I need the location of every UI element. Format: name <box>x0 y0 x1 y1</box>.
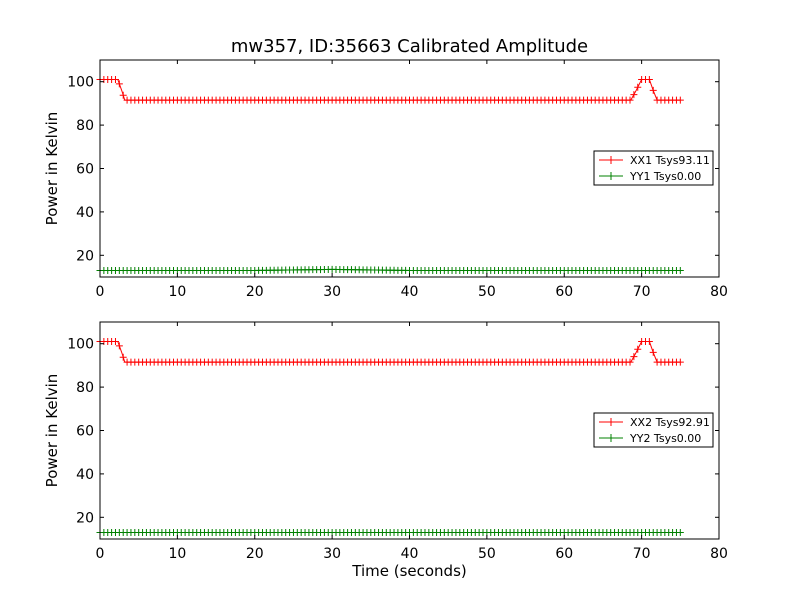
legend: XX1 Tsys93.11 YY1 Tsys0.00 <box>593 150 714 186</box>
chart-title: mw357, ID:35663 Calibrated Amplitude <box>231 36 588 57</box>
x-tick-label: 20 <box>246 284 264 300</box>
data-point-1-1 <box>676 96 684 104</box>
chart-panel-2: 0 10 20 30 40 50 60 70 80 20 40 60 80 100 Power in Kel… <box>43 321 728 580</box>
y-tick-label: 80 <box>76 380 94 396</box>
legend-marker <box>607 156 615 164</box>
x-tick-label: 0 <box>96 546 105 562</box>
x-axis-label: Time (seconds) <box>351 562 467 580</box>
x-tick-label: 70 <box>633 546 651 562</box>
legend-marker <box>607 434 615 442</box>
series-2-1 <box>96 338 684 366</box>
x-tick-label: 60 <box>555 284 573 300</box>
y-tick-label: 40 <box>76 467 94 483</box>
data-point-2-1 <box>645 338 653 346</box>
data-point-2-1 <box>119 353 127 361</box>
series-line-1-1 <box>100 79 681 101</box>
data-point-2-1 <box>115 342 123 350</box>
data-point-2-1 <box>111 338 119 346</box>
data-point-1-1 <box>645 76 653 84</box>
data-point-2-1 <box>626 358 634 366</box>
y-tick-label: 40 <box>76 205 94 221</box>
x-tick-label: 10 <box>168 284 186 300</box>
legend-label: YY1 Tsys0.00 <box>629 170 701 183</box>
data-point-1-1 <box>634 83 642 91</box>
x-tick-label: 40 <box>401 546 419 562</box>
legend-label: YY2 Tsys0.00 <box>629 432 701 445</box>
data-point-2-1 <box>649 348 657 356</box>
chart-panel-1: mw357, ID:35663 Calibrated Amplitude 0 10 2… <box>43 36 728 300</box>
data-point-2-2 <box>676 528 684 536</box>
legend: XX2 Tsys92.91 YY2 Tsys0.00 <box>593 412 714 448</box>
x-tick-label: 20 <box>246 546 264 562</box>
data-point-1-1 <box>119 91 127 99</box>
y-tick-label: 20 <box>76 510 94 526</box>
x-tick-label: 80 <box>710 284 728 300</box>
legend-marker <box>607 172 615 180</box>
x-tick-label: 40 <box>401 284 419 300</box>
x-tick-label: 30 <box>323 284 341 300</box>
series-2-2 <box>96 528 684 536</box>
data-point-2-1 <box>676 358 684 366</box>
y-tick-label: 60 <box>76 424 94 440</box>
x-tick-label: 50 <box>478 546 496 562</box>
legend-box <box>593 150 714 186</box>
y-axis-label: Power in Kelvin <box>43 112 61 226</box>
series-line-2-1 <box>100 341 681 363</box>
series-1-2 <box>96 265 684 274</box>
data-point-1-2 <box>676 266 684 274</box>
data-point-1-1 <box>626 96 634 104</box>
legend-label: XX2 Tsys92.91 <box>630 416 710 429</box>
series-1-1 <box>96 76 684 104</box>
x-tick-label: 50 <box>478 284 496 300</box>
data-point-1-1 <box>630 91 638 99</box>
data-point-2-1 <box>634 345 642 353</box>
x-tick-label: 30 <box>323 546 341 562</box>
x-tick-label: 10 <box>168 546 186 562</box>
data-point-1-1 <box>111 76 119 84</box>
y-tick-label: 80 <box>76 118 94 134</box>
x-tick-label: 60 <box>555 546 573 562</box>
y-tick-label: 60 <box>76 162 94 178</box>
x-tick-label: 80 <box>710 546 728 562</box>
data-point-1-1 <box>115 80 123 88</box>
legend-label: XX1 Tsys93.11 <box>630 154 710 167</box>
y-axis-label: Power in Kelvin <box>43 374 61 488</box>
x-tick-label: 0 <box>96 284 105 300</box>
y-tick-label: 100 <box>67 337 94 353</box>
data-point-1-1 <box>649 86 657 94</box>
legend-box <box>593 412 714 448</box>
x-tick-label: 70 <box>633 284 651 300</box>
data-point-2-1 <box>630 353 638 361</box>
y-tick-label: 100 <box>67 75 94 91</box>
y-tick-label: 20 <box>76 248 94 264</box>
legend-marker <box>607 418 615 426</box>
